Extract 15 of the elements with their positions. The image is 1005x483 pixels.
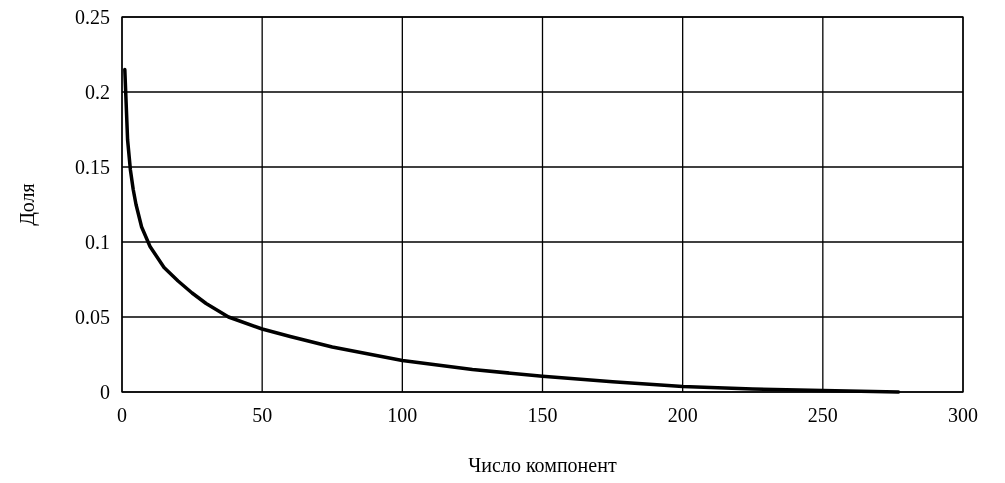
x-tick-label: 0 bbox=[117, 404, 127, 426]
x-tick-label: 200 bbox=[667, 404, 698, 426]
x-tick-label: 50 bbox=[252, 404, 273, 426]
y-tick-label: 0.05 bbox=[75, 306, 110, 328]
y-tick-label: 0.1 bbox=[85, 231, 110, 253]
y-axis-title: Доля bbox=[16, 183, 39, 226]
y-tick-label: 0.2 bbox=[85, 81, 110, 103]
x-tick-label: 300 bbox=[948, 404, 978, 426]
y-tick-label: 0.15 bbox=[75, 156, 110, 178]
x-tick-label: 150 bbox=[527, 404, 558, 426]
y-tick-label: 0 bbox=[100, 381, 110, 403]
x-tick-label: 100 bbox=[387, 404, 418, 426]
x-axis-title: Число компонент bbox=[468, 454, 617, 476]
x-tick-label: 250 bbox=[807, 404, 838, 426]
y-tick-label: 0.25 bbox=[75, 6, 110, 28]
